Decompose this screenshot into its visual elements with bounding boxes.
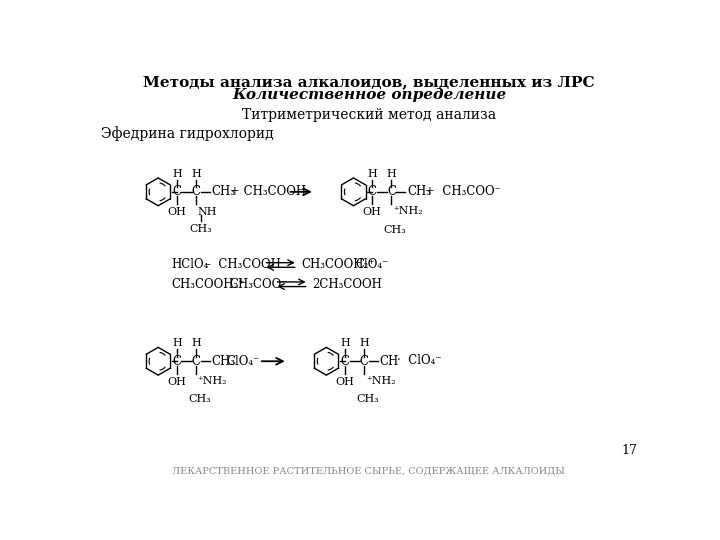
Text: 17: 17: [621, 444, 637, 457]
Text: H: H: [367, 169, 377, 179]
Text: H: H: [359, 338, 369, 348]
Text: +  CH₃COO⁻: + CH₃COO⁻: [425, 185, 500, 198]
Text: CH₃: CH₃: [188, 394, 211, 404]
Text: CH₃: CH₃: [212, 355, 235, 368]
Text: C: C: [172, 185, 181, 198]
Text: OH: OH: [167, 377, 186, 387]
Text: ·  ClO₄⁻: · ClO₄⁻: [397, 354, 441, 367]
Text: Титриметрический метод анализа: Титриметрический метод анализа: [242, 108, 496, 122]
Text: CH₃: CH₃: [407, 185, 431, 198]
Text: HClO₄: HClO₄: [171, 259, 209, 272]
Text: CH₃: CH₃: [383, 225, 406, 235]
Text: ⁺NH₂: ⁺NH₂: [393, 206, 423, 217]
Text: ⁺NH₂: ⁺NH₂: [198, 376, 228, 386]
Text: C: C: [192, 185, 201, 198]
Text: Методы анализа алкалоидов, выделенных из ЛРС: Методы анализа алкалоидов, выделенных из…: [143, 76, 595, 90]
Text: ClO₄⁻: ClO₄⁻: [226, 355, 260, 368]
Text: OH: OH: [363, 207, 382, 217]
Text: C: C: [368, 185, 377, 198]
Text: H: H: [192, 338, 201, 348]
Text: CH₃: CH₃: [189, 224, 212, 234]
Text: CH₃COOH₂⁺: CH₃COOH₂⁺: [302, 259, 375, 272]
Text: ⁺NH₂: ⁺NH₂: [366, 376, 395, 386]
Text: H: H: [340, 338, 350, 348]
Text: CH₃COO⁻: CH₃COO⁻: [230, 278, 288, 291]
Text: C: C: [387, 185, 396, 198]
Text: H: H: [172, 169, 181, 179]
Text: H: H: [172, 338, 181, 348]
Text: CH: CH: [380, 355, 399, 368]
Text: ЛЕКАРСТВЕННОЕ РАСТИТЕЛЬНОЕ СЫРЬЕ, СОДЕРЖАЩЕЕ АЛКАЛОИДЫ: ЛЕКАРСТВЕННОЕ РАСТИТЕЛЬНОЕ СЫРЬЕ, СОДЕРЖ…: [173, 466, 565, 475]
Text: C: C: [172, 355, 181, 368]
Text: C: C: [341, 355, 349, 368]
Text: NH: NH: [198, 207, 217, 217]
Text: –  CH₃COOH: – CH₃COOH: [204, 259, 281, 272]
Text: CH₃: CH₃: [356, 394, 379, 404]
Text: CH₃: CH₃: [212, 185, 235, 198]
Text: C: C: [192, 355, 201, 368]
Text: ClO₄⁻: ClO₄⁻: [356, 259, 390, 272]
Text: OH: OH: [167, 207, 186, 217]
Text: OH: OH: [336, 377, 354, 387]
Text: C: C: [360, 355, 369, 368]
Text: H: H: [192, 169, 201, 179]
Text: H: H: [387, 169, 396, 179]
Text: Эфедрина гидрохлорид: Эфедрина гидрохлорид: [101, 126, 274, 141]
Text: CH₃COOH₂⁺: CH₃COOH₂⁺: [171, 278, 245, 291]
Text: 2CH₃COOH: 2CH₃COOH: [312, 278, 382, 291]
Text: Количественное определение: Количественное определение: [232, 88, 506, 102]
Text: + CH₃COOH: + CH₃COOH: [230, 185, 305, 198]
